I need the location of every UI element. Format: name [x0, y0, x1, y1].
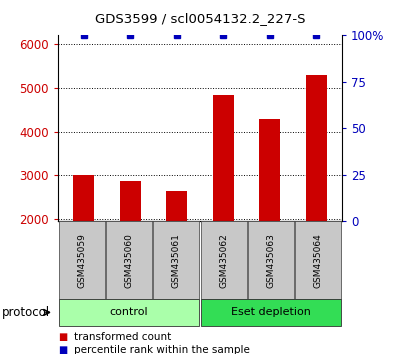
Bar — [120, 181, 141, 221]
Text: ■: ■ — [58, 332, 67, 342]
Text: GSM435064: GSM435064 — [314, 233, 323, 287]
Text: ■: ■ — [58, 346, 67, 354]
Text: percentile rank within the sample: percentile rank within the sample — [74, 346, 250, 354]
Text: protocol: protocol — [2, 306, 50, 319]
Bar — [166, 191, 187, 221]
Text: transformed count: transformed count — [74, 332, 171, 342]
Text: GSM435063: GSM435063 — [266, 233, 276, 288]
Bar — [259, 119, 280, 221]
Bar — [73, 175, 94, 221]
Text: GSM435061: GSM435061 — [172, 233, 181, 288]
Bar — [306, 75, 327, 221]
Text: GSM435059: GSM435059 — [77, 233, 86, 288]
Text: GSM435060: GSM435060 — [124, 233, 134, 288]
Text: GDS3599 / scl0054132.2_227-S: GDS3599 / scl0054132.2_227-S — [95, 12, 305, 25]
Bar — [213, 95, 234, 221]
Text: GSM435062: GSM435062 — [219, 233, 228, 287]
Text: control: control — [110, 307, 148, 318]
Text: Eset depletion: Eset depletion — [231, 307, 311, 318]
